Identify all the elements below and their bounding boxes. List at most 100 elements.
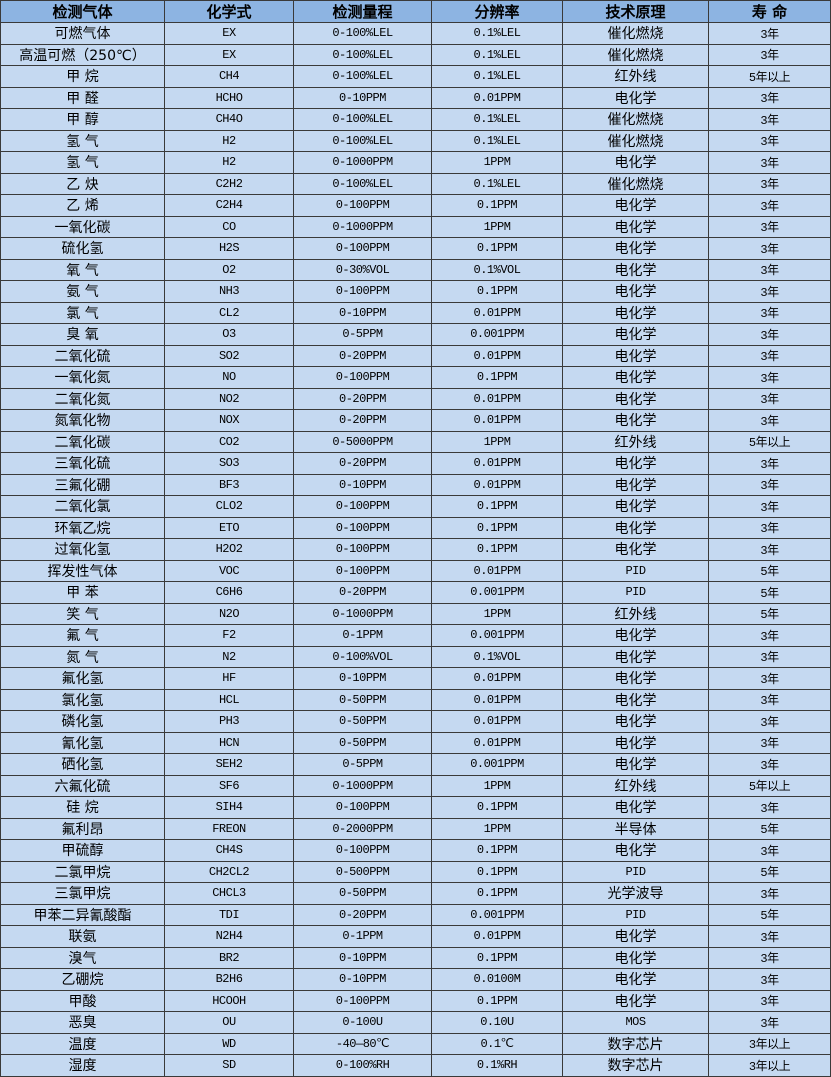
cell-gas-name: 硒化氢 [0,753,165,776]
cell-lifespan: 3年 [708,667,831,690]
cell-range: 0-10PPM [293,86,432,109]
cell-principle: PID [562,559,709,582]
cell-resolution: 0.01PPM [431,731,563,754]
cell-gas-name: 氧 气 [0,258,165,281]
cell-principle: 数字芯片 [562,1054,709,1077]
cell-principle: 催化燃烧 [562,129,709,152]
cell-lifespan: 3年 [708,43,831,66]
cell-lifespan: 3年 [708,452,831,475]
table-row: 二氧化氮 NO2 0-20PPM 0.01PPM 电化学 3年 [0,387,831,410]
table-row: 二氧化碳 CO2 0-5000PPM 1PPM 红外线 5年以上 [0,430,831,453]
cell-principle: 电化学 [562,645,709,668]
cell-resolution: 0.1%LEL [431,108,563,131]
cell-resolution: 0.1%LEL [431,43,563,66]
cell-lifespan: 3年 [708,344,831,367]
cell-range: 0-1PPM [293,925,432,948]
table-row: 乙 烯 C2H4 0-100PPM 0.1PPM 电化学 3年 [0,194,831,217]
cell-range: 0-100%LEL [293,172,432,195]
cell-resolution: 0.01PPM [431,688,563,711]
cell-gas-name: 硫化氢 [0,237,165,260]
cell-gas-name: 氢 气 [0,129,165,152]
cell-lifespan: 3年 [708,387,831,410]
cell-resolution: 1PPM [431,215,563,238]
cell-lifespan: 3年 [708,688,831,711]
cell-principle: PID [562,581,709,604]
column-header-resolution: 分辨率 [431,0,563,23]
cell-range: 0-10PPM [293,301,432,324]
cell-gas-name: 二氧化氮 [0,387,165,410]
cell-range: 0-20PPM [293,452,432,475]
cell-range: 0-50PPM [293,710,432,733]
cell-gas-name: 三氧化硫 [0,452,165,475]
table-row: 笑 气 N2O 0-1000PPM 1PPM 红外线 5年 [0,602,831,625]
table-row: 甲 醛 HCHO 0-10PPM 0.01PPM 电化学 3年 [0,86,831,109]
cell-range: 0-20PPM [293,387,432,410]
table-row: 三氧化硫 SO3 0-20PPM 0.01PPM 电化学 3年 [0,452,831,475]
cell-formula: N2O [164,602,294,625]
table-row: 联氨 N2H4 0-1PPM 0.01PPM 电化学 3年 [0,925,831,948]
cell-lifespan: 5年 [708,817,831,840]
cell-gas-name: 氟化氢 [0,667,165,690]
table-row: 甲苯二异氰酸酯 TDI 0-20PPM 0.001PPM PID 5年 [0,903,831,926]
cell-resolution: 0.1℃ [431,1032,563,1055]
cell-range: 0-30%VOL [293,258,432,281]
cell-lifespan: 3年以上 [708,1054,831,1077]
cell-resolution: 0.001PPM [431,581,563,604]
cell-lifespan: 3年 [708,839,831,862]
table-row: 六氟化硫 SF6 0-1000PPM 1PPM 红外线 5年以上 [0,774,831,797]
table-row: 氨 气 NH3 0-100PPM 0.1PPM 电化学 3年 [0,280,831,303]
cell-lifespan: 3年 [708,989,831,1012]
cell-principle: 红外线 [562,774,709,797]
cell-gas-name: 二氯甲烷 [0,860,165,883]
cell-range: 0-100%LEL [293,129,432,152]
cell-resolution: 0.01PPM [431,473,563,496]
table-row: 甲 苯 C6H6 0-20PPM 0.001PPM PID 5年 [0,581,831,604]
cell-gas-name: 甲硫醇 [0,839,165,862]
cell-formula: HCHO [164,86,294,109]
cell-gas-name: 恶臭 [0,1011,165,1034]
cell-resolution: 0.01PPM [431,925,563,948]
table-row: 可燃气体 EX 0-100%LEL 0.1%LEL 催化燃烧 3年 [0,22,831,45]
cell-principle: 电化学 [562,194,709,217]
cell-gas-name: 二氧化氯 [0,495,165,518]
cell-lifespan: 5年 [708,581,831,604]
cell-gas-name: 氮氧化物 [0,409,165,432]
cell-resolution: 0.01PPM [431,452,563,475]
table-row: 硅 烷 SIH4 0-100PPM 0.1PPM 电化学 3年 [0,796,831,819]
cell-principle: 电化学 [562,989,709,1012]
cell-principle: 数字芯片 [562,1032,709,1055]
cell-lifespan: 3年 [708,645,831,668]
cell-formula: CL2 [164,301,294,324]
cell-resolution: 0.1PPM [431,237,563,260]
cell-formula: C6H6 [164,581,294,604]
cell-lifespan: 3年 [708,731,831,754]
cell-lifespan: 3年 [708,796,831,819]
cell-resolution: 0.1PPM [431,194,563,217]
cell-principle: 电化学 [562,409,709,432]
cell-formula: EX [164,22,294,45]
cell-range: 0-10PPM [293,667,432,690]
cell-formula: ETO [164,516,294,539]
header-row: 检测气体 化学式 检测量程 分辨率 技术原理寿 命 [0,0,831,23]
cell-range: 0-100U [293,1011,432,1034]
cell-principle: 电化学 [562,624,709,647]
cell-lifespan: 3年 [708,495,831,518]
cell-resolution: 0.1PPM [431,860,563,883]
cell-formula: F2 [164,624,294,647]
table-row: 乙 炔 C2H2 0-100%LEL 0.1%LEL 催化燃烧 3年 [0,172,831,195]
cell-range: 0-100PPM [293,366,432,389]
cell-formula: SO2 [164,344,294,367]
cell-range: 0-10PPM [293,473,432,496]
cell-gas-name: 二氧化碳 [0,430,165,453]
cell-resolution: 0.1%VOL [431,258,563,281]
cell-gas-name: 臭 氧 [0,323,165,346]
cell-range: 0-100PPM [293,237,432,260]
table-row: 氟化氢 HF 0-10PPM 0.01PPM 电化学 3年 [0,667,831,690]
cell-gas-name: 氯化氢 [0,688,165,711]
cell-principle: 电化学 [562,323,709,346]
cell-resolution: 1PPM [431,430,563,453]
cell-lifespan: 5年 [708,602,831,625]
cell-range: 0-2000PPM [293,817,432,840]
cell-lifespan: 3年 [708,194,831,217]
